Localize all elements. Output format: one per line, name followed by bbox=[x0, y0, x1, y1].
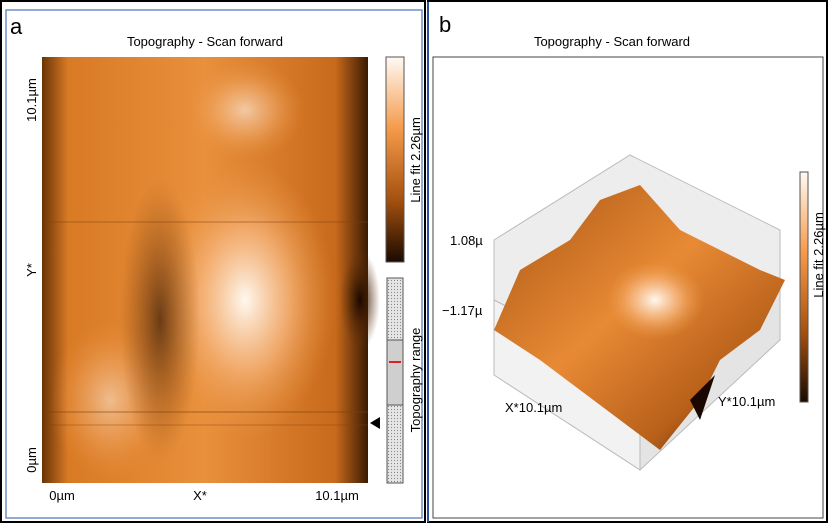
colorbar-label: Line fit 2.26µm bbox=[408, 117, 423, 203]
panel-a: a Topography - Scan forward 10.1µm Y* 0µ… bbox=[1, 1, 425, 522]
y-axis-label: Y*10.1µm bbox=[718, 394, 775, 409]
y-label-top: 10.1µm bbox=[24, 78, 39, 122]
x-label-middle: X* bbox=[193, 488, 207, 503]
colorbar bbox=[800, 172, 808, 402]
panel-b: b Topography - Scan forward 1.08µ −1.17µ… bbox=[428, 1, 827, 522]
z-label-bottom: −1.17µ bbox=[442, 303, 483, 318]
topography-image bbox=[42, 57, 380, 483]
z-label-top: 1.08µ bbox=[450, 233, 483, 248]
range-label: Topography range bbox=[408, 328, 423, 433]
panel-label: b bbox=[439, 12, 451, 37]
x-label-right: 10.1µm bbox=[315, 488, 359, 503]
title: Topography - Scan forward bbox=[534, 34, 690, 49]
colorbar bbox=[386, 57, 404, 262]
y-label-middle: Y* bbox=[24, 263, 39, 277]
panel-label: a bbox=[10, 14, 23, 39]
figure: a Topography - Scan forward 10.1µm Y* 0µ… bbox=[0, 0, 828, 523]
range-slider bbox=[387, 340, 403, 405]
x-label-left: 0µm bbox=[49, 488, 75, 503]
title: Topography - Scan forward bbox=[127, 34, 283, 49]
y-label-bottom: 0µm bbox=[24, 447, 39, 473]
x-axis-label: X*10.1µm bbox=[505, 400, 562, 415]
colorbar-label: Line fit 2.26µm bbox=[811, 212, 826, 298]
